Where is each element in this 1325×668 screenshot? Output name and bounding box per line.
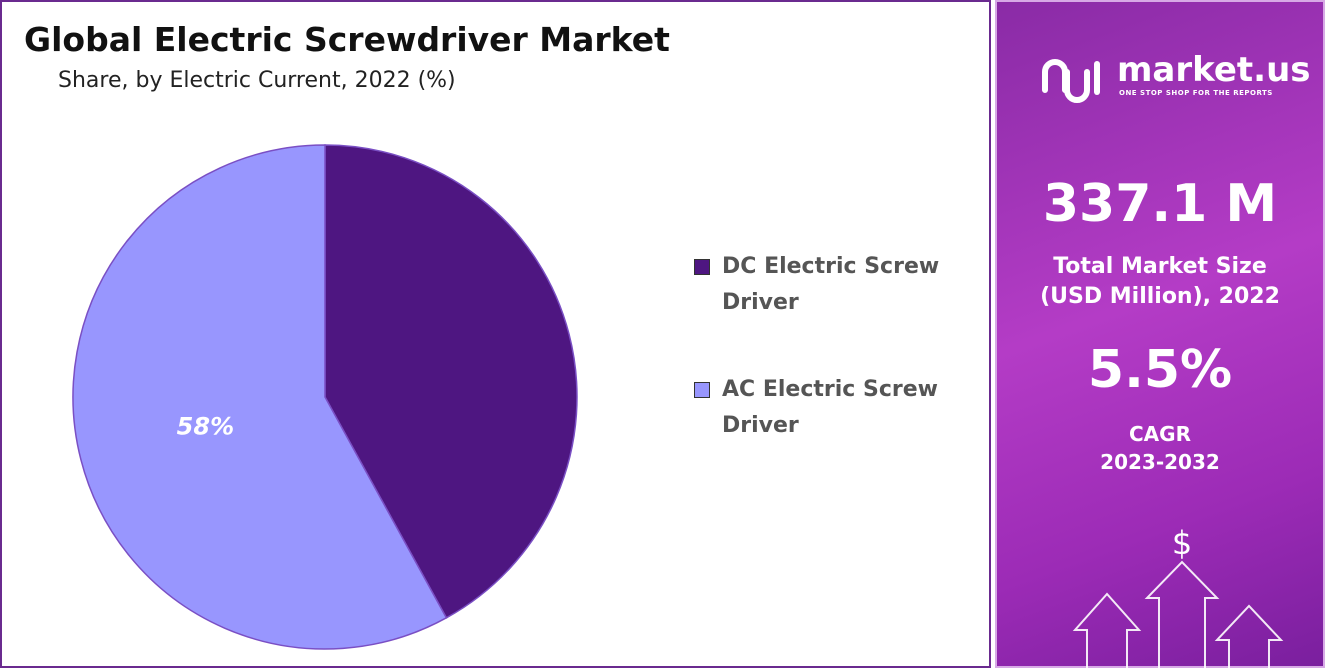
legend-label: DC Electric Screw Driver [722,254,940,315]
dollar-icon: $ [1172,524,1192,562]
chart-title: Global Electric Screwdriver Market [24,20,670,59]
pie-slice [324,144,578,619]
chart-subtitle: Share, by Electric Current, 2022 (%) [58,68,456,93]
data-label: 58% [177,413,234,441]
legend-swatch [694,259,710,275]
info-panel: $ market.us ONE STOP SHOP FOR THE REPORT… [995,0,1325,668]
pie-chart: 58% [72,144,578,650]
legend-item: AC Electric Screw Driver [694,372,972,444]
market-size-label: (USD Million), 2022 [1040,284,1280,309]
market-size: 337.1 M [1042,174,1278,234]
logo-text: market.us [1117,50,1311,90]
cagr-value: 5.5% [1087,340,1233,400]
arrows [1072,560,1284,668]
chart-box: Global Electric Screwdriver Market Share… [0,0,991,668]
legend-swatch [694,382,710,398]
market-size-label: Total Market Size [1053,254,1267,279]
logo-tagline: ONE STOP SHOP FOR THE REPORTS [1119,89,1273,97]
legend-item: DC Electric Screw Driver [694,249,972,321]
legend-label: AC Electric Screw Driver [722,377,938,438]
logo-icon [1042,59,1100,103]
decoration: $ [1042,59,1284,668]
cagr-label: CAGR [1129,422,1191,446]
pie-slice [72,144,448,650]
cagr-period: 2023-2032 [1100,450,1220,474]
